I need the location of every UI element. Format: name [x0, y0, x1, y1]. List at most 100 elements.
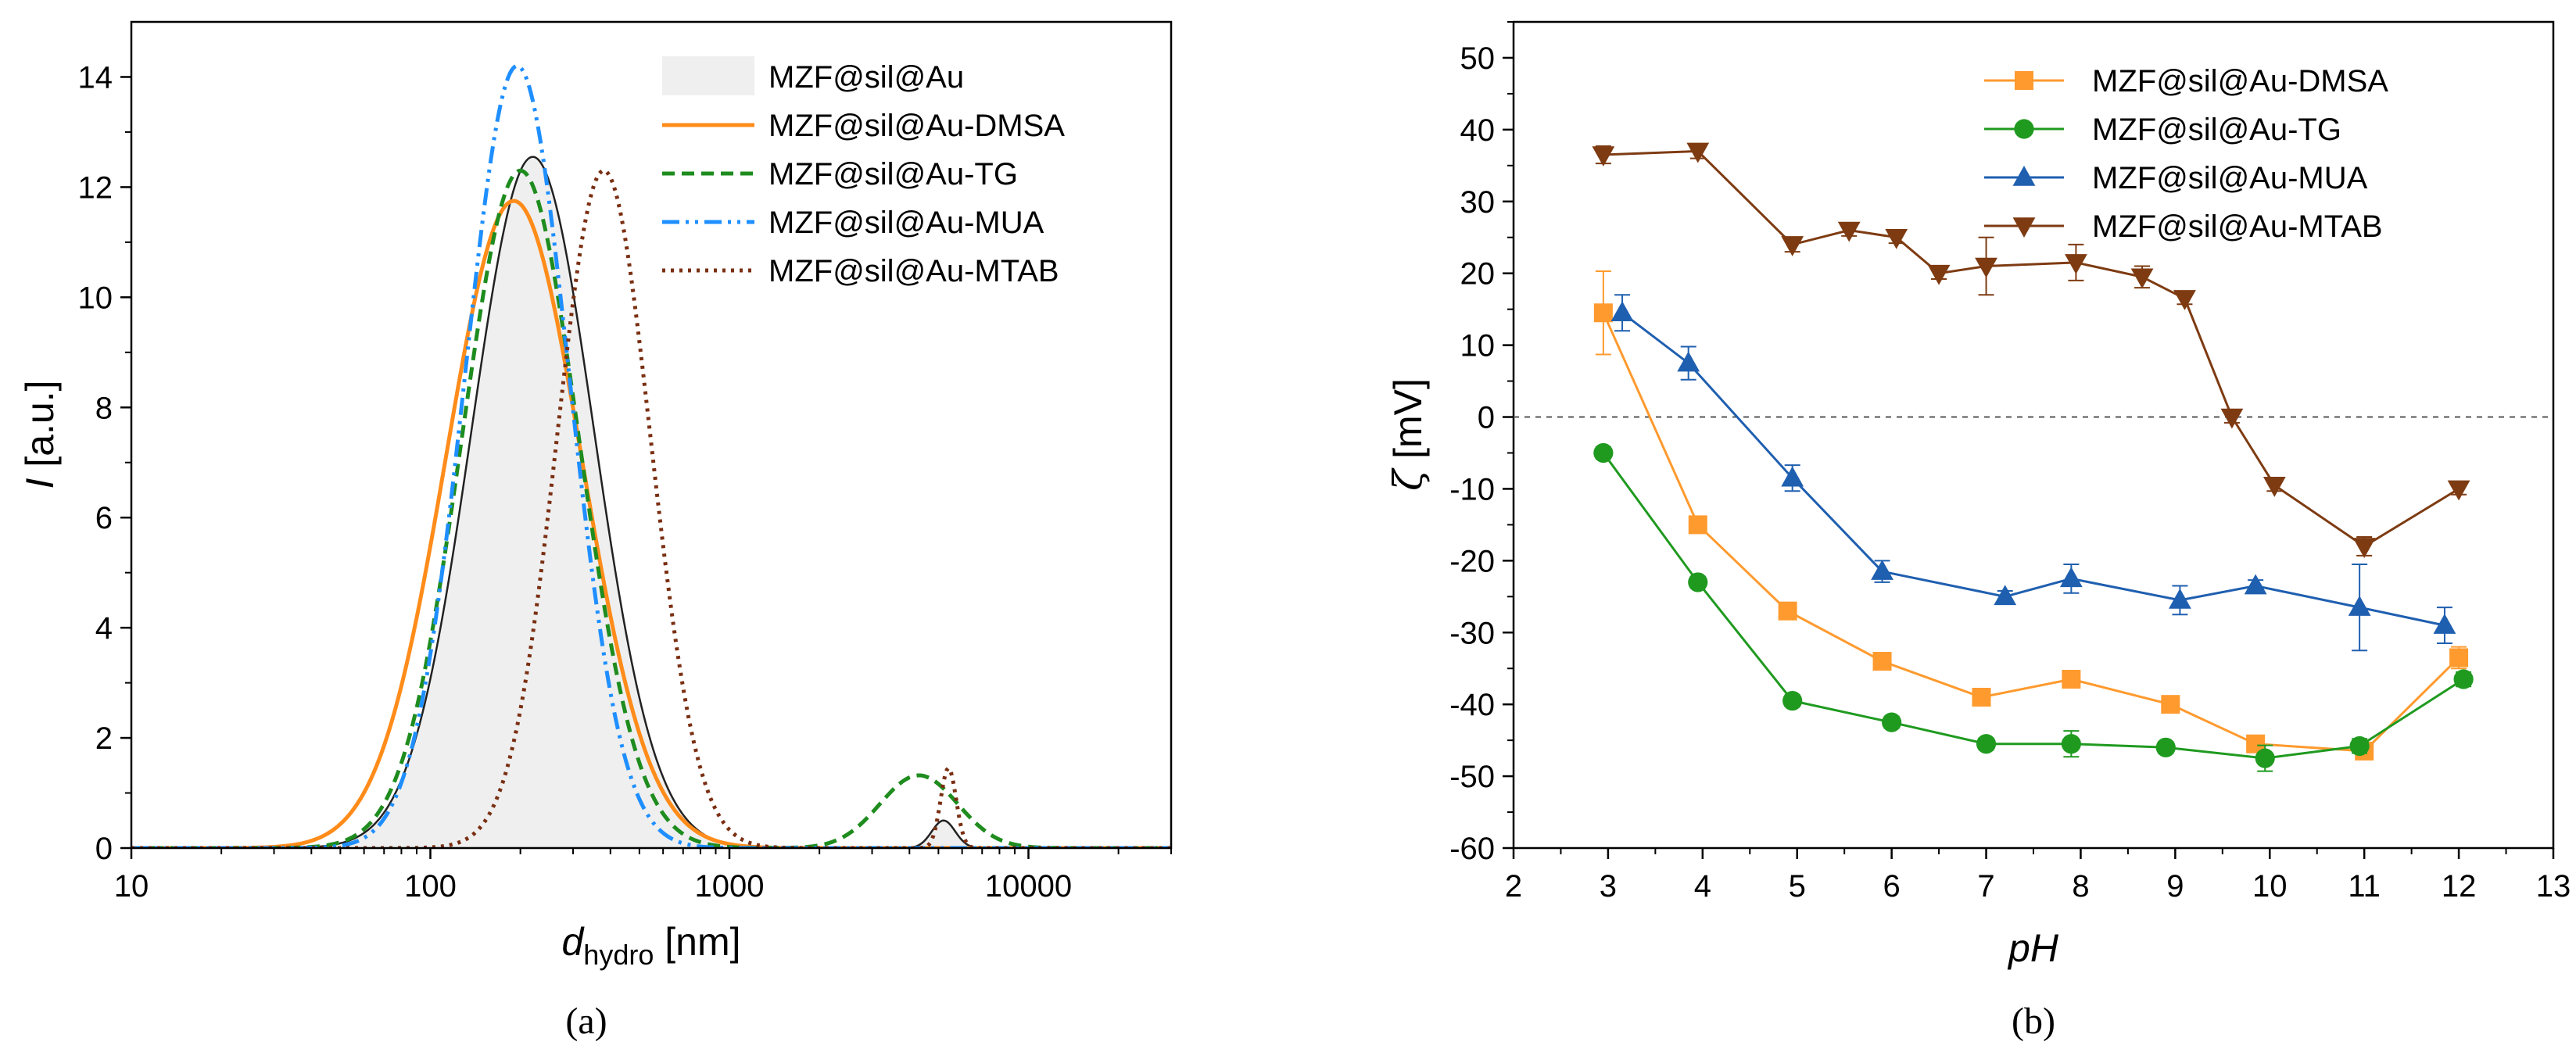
panel-b-data-point	[1688, 572, 1708, 592]
panel-a-plot-frame	[130, 20, 1173, 850]
panel-a-y-label-unit: [a.u.]	[18, 381, 62, 478]
panel-b-x-tick-label: 10	[2252, 869, 2288, 904]
panel-a-y-tick-label: 8	[95, 391, 113, 425]
panel-b-data-point	[2433, 614, 2456, 634]
panel-a-x-tick-label: 10	[114, 869, 149, 904]
panel-b-data-point	[1882, 712, 1902, 732]
panel-a-legend-label: MZF@sil@Au-MUA	[769, 206, 1044, 240]
panel-b-x-tick-label: 3	[1600, 869, 1617, 904]
panel-b-series-mzf-sil-au-mua	[1610, 294, 2456, 652]
panel-b-data-point	[1778, 601, 1797, 621]
panel-b-series-line	[1603, 149, 2460, 548]
panel-b-x-tick-label: 13	[2536, 869, 2571, 904]
panel-b-series-line	[1621, 312, 2445, 627]
panel-a-size-distribution: 10 100 1000 10000 0 2 4 6 8 10 12 14 I [a.u.] dhydr…	[18, 20, 1173, 1042]
panel-b-data-point	[2065, 254, 2087, 274]
panel-a-caption: (a)	[565, 1000, 607, 1042]
panel-a-legend-swatch	[662, 56, 754, 95]
panel-b-x-tick-label: 6	[1883, 869, 1901, 904]
panel-b-data-point	[1677, 351, 1700, 372]
panel-b-plot-frame	[1512, 20, 2555, 850]
panel-b-y-label-symbol: ζ	[1385, 467, 1431, 491]
panel-b-series-line	[1602, 452, 2464, 760]
panel-b-legend-marker	[2015, 71, 2033, 90]
panel-b-data-point	[2349, 736, 2370, 757]
panel-b-y-tick-label: -30	[1449, 616, 1495, 650]
panel-b-legend-label: MZF@sil@Au-TG	[2092, 113, 2341, 147]
panel-b-data-point	[2449, 648, 2469, 668]
panel-b-y-tick-label: -40	[1449, 688, 1495, 722]
panel-b-series-group	[1592, 142, 2474, 772]
panel-b-legend-label: MZF@sil@Au-DMSA	[2092, 64, 2388, 98]
panel-b-x-tick-label: 12	[2442, 869, 2477, 904]
panel-b-data-point	[1872, 652, 1892, 671]
panel-b-ticks: 2 3 4 5 6 7 8 9 10 11 12 13 -60 -50 -40 -30 -20 -10 0 10 20 3…	[1449, 21, 2571, 904]
panel-b-y-tick-label: -10	[1449, 472, 1495, 506]
panel-b-y-tick-label: 20	[1460, 257, 1496, 292]
panel-b-data-point	[1781, 236, 1804, 256]
panel-a-legend: MZF@sil@Au MZF@sil@Au-DMSA MZF@sil@Au-TG MZ…	[662, 56, 1065, 288]
panel-b-y-axis-title: ζ [mV]	[1385, 378, 1431, 491]
panel-b-data-point	[2169, 588, 2191, 609]
panel-a-x-label-symbol: d	[561, 920, 585, 964]
panel-b-data-point	[2263, 477, 2286, 497]
panel-a-x-tick-label: 100	[404, 869, 457, 904]
panel-b-x-tick-label: 2	[1505, 869, 1522, 904]
panel-b-zeta-potential: 2 3 4 5 6 7 8 9 10 11 12 13 -60 -50 -40 -30 -20 -10 0 10 20 3…	[1385, 20, 2571, 1042]
panel-a-y-label-symbol: I	[18, 478, 62, 489]
panel-b-data-point	[1972, 687, 1991, 707]
panel-b-data-point	[1871, 560, 1893, 580]
panel-b-y-tick-label: -60	[1449, 832, 1495, 866]
panel-b-y-tick-label: 40	[1460, 113, 1496, 148]
panel-b-data-point	[1885, 228, 1908, 249]
panel-b-y-tick-label: 50	[1460, 41, 1496, 76]
panel-a-ticks: 10 100 1000 10000 0 2 4 6 8 10 12 14	[78, 60, 1172, 904]
panel-b-data-point	[2062, 670, 2081, 689]
panel-b-data-point	[1688, 515, 1707, 535]
panel-b-data-point	[1593, 442, 1614, 463]
panel-b-data-point	[2244, 574, 2267, 595]
panel-b-y-tick-label: 10	[1460, 329, 1496, 363]
panel-b-data-point	[2352, 538, 2376, 558]
panel-b-x-tick-label: 4	[1694, 869, 1711, 904]
panel-b-series-mzf-sil-au-tg	[1593, 442, 2474, 772]
panel-a-series-line-mzf-sil-au-tg	[131, 168, 1171, 848]
panel-b-data-point	[1976, 734, 1997, 754]
panel-b-legend-marker	[2012, 217, 2036, 238]
panel-a-legend-label: MZF@sil@Au-DMSA	[769, 109, 1065, 143]
panel-a-x-label-unit: [nm]	[654, 920, 740, 964]
panel-b-y-label-unit: [mV]	[1386, 378, 1430, 470]
panel-a-legend-label: MZF@sil@Au	[769, 60, 964, 95]
panel-b-legend-label: MZF@sil@Au-MUA	[2092, 161, 2368, 195]
panel-b-data-point	[1593, 303, 1613, 323]
panel-b-x-axis-title: pH	[2007, 926, 2059, 970]
panel-b-data-point	[1781, 466, 1804, 487]
panel-a-x-axis-title: dhydro [nm]	[561, 920, 740, 971]
panel-b-data-point	[1592, 146, 1615, 167]
panel-a-x-label-subscript: hydro	[583, 939, 654, 971]
panel-a-legend-label: MZF@sil@Au-TG	[769, 157, 1018, 191]
panel-a-legend-label: MZF@sil@Au-MTAB	[769, 254, 1059, 288]
panel-a-x-tick-label: 10000	[985, 869, 1072, 904]
panel-b-legend-marker	[2014, 119, 2034, 139]
panel-b-data-point	[1994, 585, 2017, 606]
panel-b-data-point	[1686, 142, 1710, 163]
panel-a-y-tick-label: 12	[78, 170, 113, 205]
panel-b-x-tick-label: 9	[2166, 869, 2184, 904]
panel-b-data-point	[2061, 734, 2081, 754]
panel-b-data-point	[2173, 290, 2196, 310]
panel-b-data-point	[2447, 480, 2470, 501]
panel-b-legend-marker	[2012, 166, 2036, 186]
panel-b-y-tick-label: -20	[1449, 544, 1495, 578]
panel-b-y-tick-label: 30	[1460, 185, 1496, 220]
panel-b-x-tick-label: 11	[2348, 869, 2381, 904]
panel-b-data-point	[2130, 268, 2154, 289]
panel-a-y-tick-label: 0	[95, 832, 113, 866]
panel-b-data-point	[2161, 695, 2180, 714]
panel-b-data-point	[2453, 669, 2474, 689]
panel-a-series-line-mzf-sil-au-dmsa	[131, 199, 1171, 848]
panel-a-series-line-mzf-sil-au-mtab	[131, 168, 1171, 848]
panel-a-x-tick-label: 1000	[695, 869, 765, 904]
panel-b-data-point	[2348, 596, 2371, 616]
